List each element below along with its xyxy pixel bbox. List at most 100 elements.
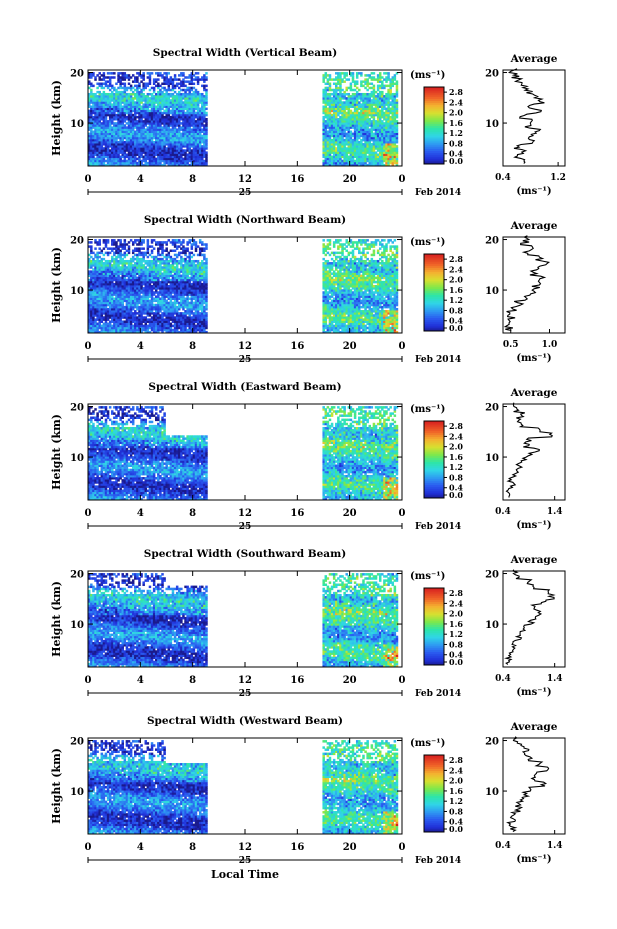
heatmap-cell (326, 140, 330, 144)
heatmap-cell (349, 145, 353, 148)
heatmap-cell (154, 157, 158, 161)
heatmap-cell (90, 120, 93, 123)
heatmap-cell (381, 90, 384, 94)
heatmap-cell (194, 157, 198, 161)
heatmap-cell (127, 122, 131, 125)
heatmap-cell (144, 161, 148, 165)
heatmap-cell (370, 128, 374, 131)
heatmap-cell (328, 126, 332, 129)
heatmap-cell (343, 149, 346, 152)
heatmap-cell (349, 136, 353, 140)
heatmap-cell (92, 163, 95, 167)
heatmap-cell (123, 143, 127, 146)
heatmap-cell (92, 120, 95, 123)
heatmap-cell (192, 120, 196, 123)
heatmap-cell (345, 132, 348, 136)
heatmap-cell (366, 145, 369, 148)
x-tick-label: 0 (85, 174, 92, 185)
heatmap-cell (125, 126, 129, 129)
heatmap-cell (123, 132, 127, 136)
heatmap-cell (150, 138, 154, 142)
heatmap-cell (192, 159, 196, 163)
heatmap-cell (140, 130, 143, 134)
heatmap-cell (150, 120, 154, 123)
heatmap-cell (102, 155, 106, 159)
heatmap-cell (339, 132, 342, 136)
heatmap-cell (148, 147, 152, 150)
heatmap-cell (134, 161, 137, 165)
heatmap-cell (173, 130, 177, 134)
heatmap-cell (92, 140, 95, 144)
heatmap-cell (171, 140, 175, 144)
heatmap-cell (159, 155, 162, 159)
heatmap-cell (167, 151, 171, 154)
heatmap-cell (387, 151, 390, 154)
heatmap-cell (360, 130, 363, 134)
heatmap-cell (374, 161, 378, 165)
heatmap-cell (343, 161, 346, 165)
heatmap-cell (184, 157, 187, 161)
heatmap-cell (328, 124, 332, 127)
heatmap-cell (353, 130, 357, 134)
heatmap-cell (169, 147, 173, 150)
heatmap-cell (383, 157, 386, 161)
heatmap-cell (146, 126, 150, 129)
heatmap-cell (362, 130, 365, 134)
heatmap-cell (358, 143, 361, 146)
heatmap-cell (184, 143, 187, 146)
heatmap-cell (196, 145, 200, 148)
heatmap-cell (171, 147, 175, 150)
heatmap-cell (192, 161, 196, 165)
heatmap-cell (205, 128, 208, 131)
heatmap-cell (88, 151, 91, 154)
heatmap-cell (383, 147, 386, 150)
heatmap-cell (393, 155, 397, 159)
heatmap-cells (88, 239, 399, 334)
heatmap-cell (117, 153, 120, 156)
heatmap-cell (113, 143, 116, 146)
heatmap-cell (194, 149, 198, 152)
heatmap-cell (171, 145, 175, 148)
heatmap-cell (381, 143, 384, 146)
heatmap-cell (324, 140, 328, 144)
heatmap-cell (347, 78, 351, 81)
heatmap-cell (92, 134, 95, 138)
heatmap-cell (349, 132, 353, 136)
heatmap-cell (351, 159, 355, 163)
heatmap-cell (341, 126, 344, 129)
heatmap-cell (98, 72, 101, 75)
heatmap-cell (127, 151, 131, 154)
heatmap-cell (180, 128, 183, 131)
heatmap-cell (167, 124, 171, 127)
heatmap-cell (372, 72, 376, 75)
heatmap-cell (134, 143, 137, 146)
heatmap-cell (136, 120, 139, 123)
heatmap-cell (125, 130, 129, 134)
heatmap-cell (383, 159, 386, 163)
heatmap-cell (358, 157, 361, 161)
heatmap-cell (163, 153, 166, 156)
heatmap-cell (381, 136, 384, 140)
heatmap-cell (102, 143, 106, 146)
heatmap-cell (328, 161, 332, 165)
heatmap-cell (393, 124, 397, 127)
heatmap-cell (131, 143, 135, 146)
heatmap-cell (364, 124, 367, 127)
heatmap-cell (196, 130, 200, 134)
heatmap-cell (108, 145, 112, 148)
heatmap-cell (343, 145, 346, 148)
heatmap-cell (115, 134, 118, 138)
heatmap-cell (98, 145, 101, 148)
heatmap-cell (171, 136, 175, 140)
heatmap-cell (123, 159, 127, 163)
heatmap-cell (98, 136, 101, 140)
heatmap-cell (324, 159, 328, 163)
heatmap-cell (205, 151, 208, 154)
heatmap-cell (165, 130, 168, 134)
heatmap-cell (178, 151, 181, 154)
heatmap-cell (113, 159, 116, 163)
heatmap-cell (203, 126, 206, 129)
heatmap-cell (347, 151, 351, 154)
heatmap-cell (157, 136, 160, 140)
heatmap-cell (395, 151, 399, 154)
